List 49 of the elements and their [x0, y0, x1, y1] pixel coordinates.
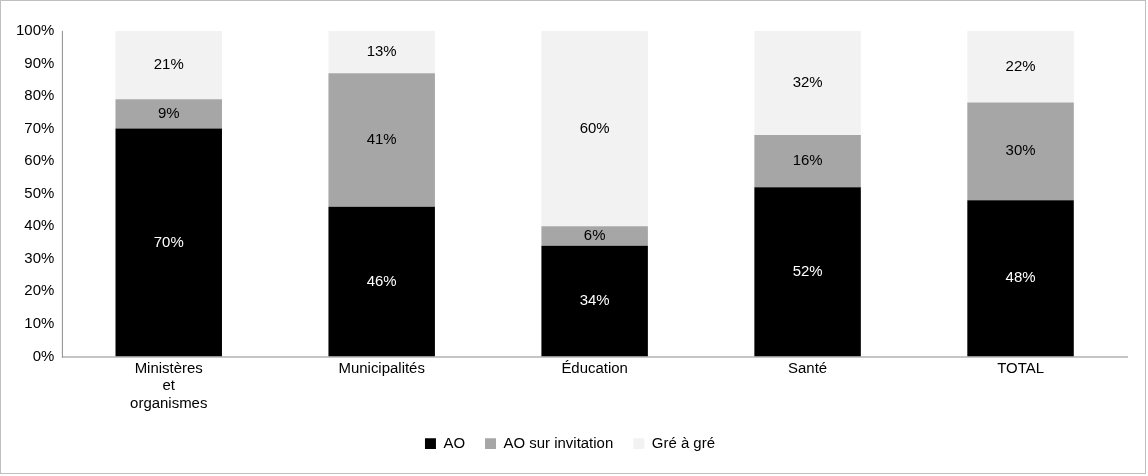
bar — [328, 73, 435, 207]
data-label: 41% — [366, 130, 397, 148]
data-label: 32% — [792, 73, 823, 91]
data-label: 48% — [1005, 268, 1036, 286]
y-tick-label: 40% — [24, 216, 55, 234]
x-tick-label: Santé — [788, 358, 828, 376]
bar — [328, 30, 435, 74]
y-tick-label: 60% — [24, 151, 55, 169]
x-tick-label: Éducation — [561, 358, 628, 376]
data-label: 60% — [579, 118, 610, 136]
y-tick-label: 70% — [24, 118, 55, 136]
y-tick-label: 80% — [24, 86, 55, 104]
y-tick-label: 100% — [16, 21, 55, 38]
y-tick-label: 20% — [24, 281, 55, 299]
y-tick-label: 50% — [24, 183, 55, 201]
x-tick-label: Municipalités — [338, 358, 425, 376]
bar — [967, 30, 1074, 103]
data-label: 34% — [579, 291, 610, 309]
bar — [541, 245, 648, 357]
data-label: 9% — [157, 104, 180, 122]
data-label: 22% — [1005, 56, 1036, 74]
data-label: 6% — [583, 226, 606, 244]
x-tick-label: Ministères et organismes — [130, 358, 208, 412]
data-label: 46% — [366, 271, 397, 289]
legend-label: AO — [443, 433, 466, 451]
x-tick-label: TOTAL — [997, 358, 1044, 376]
data-label: 21% — [153, 55, 184, 73]
legend-label: Gré à gré — [651, 433, 715, 451]
data-label: 52% — [792, 261, 823, 279]
data-label: 30% — [1005, 141, 1036, 159]
bar — [754, 30, 861, 136]
bar — [115, 30, 222, 100]
bar — [967, 200, 1074, 357]
y-tick-label: 90% — [24, 53, 55, 71]
legend-label: AO sur invitation — [503, 433, 614, 451]
y-tick-label: 30% — [24, 248, 55, 266]
bar — [967, 102, 1074, 201]
bar — [328, 206, 435, 357]
bar — [115, 128, 222, 357]
data-label: 13% — [366, 42, 397, 60]
bar — [115, 99, 222, 129]
bar — [541, 30, 648, 227]
y-tick-label: 10% — [24, 314, 55, 332]
data-label: 70% — [153, 232, 184, 250]
data-label: 16% — [792, 151, 823, 169]
y-tick-label: 0% — [32, 346, 55, 364]
bar — [754, 187, 861, 357]
bar — [754, 135, 861, 188]
bar — [541, 226, 648, 246]
